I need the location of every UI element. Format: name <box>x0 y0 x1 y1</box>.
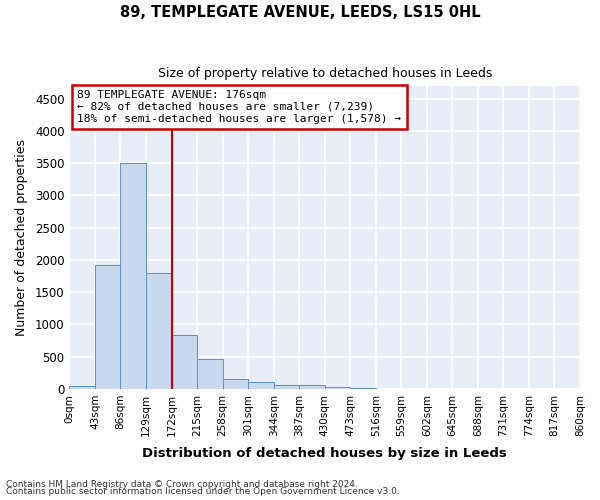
Bar <box>70 386 95 389</box>
Text: Contains HM Land Registry data © Crown copyright and database right 2024.: Contains HM Land Registry data © Crown c… <box>6 480 358 489</box>
X-axis label: Distribution of detached houses by size in Leeds: Distribution of detached houses by size … <box>142 447 507 460</box>
Bar <box>197 359 223 389</box>
Text: 89 TEMPLEGATE AVENUE: 176sqm
← 82% of detached houses are smaller (7,239)
18% of: 89 TEMPLEGATE AVENUE: 176sqm ← 82% of de… <box>77 90 401 124</box>
Bar <box>274 384 299 389</box>
Bar <box>248 382 274 389</box>
Bar <box>299 386 325 389</box>
Bar <box>350 388 376 389</box>
Text: Contains public sector information licensed under the Open Government Licence v3: Contains public sector information licen… <box>6 487 400 496</box>
Bar <box>121 163 146 389</box>
Text: 89, TEMPLEGATE AVENUE, LEEDS, LS15 0HL: 89, TEMPLEGATE AVENUE, LEEDS, LS15 0HL <box>119 5 481 20</box>
Bar <box>325 387 350 389</box>
Bar <box>223 378 248 389</box>
Bar <box>95 265 121 389</box>
Title: Size of property relative to detached houses in Leeds: Size of property relative to detached ho… <box>158 68 492 80</box>
Bar <box>172 334 197 389</box>
Y-axis label: Number of detached properties: Number of detached properties <box>15 139 28 336</box>
Bar <box>146 273 172 389</box>
